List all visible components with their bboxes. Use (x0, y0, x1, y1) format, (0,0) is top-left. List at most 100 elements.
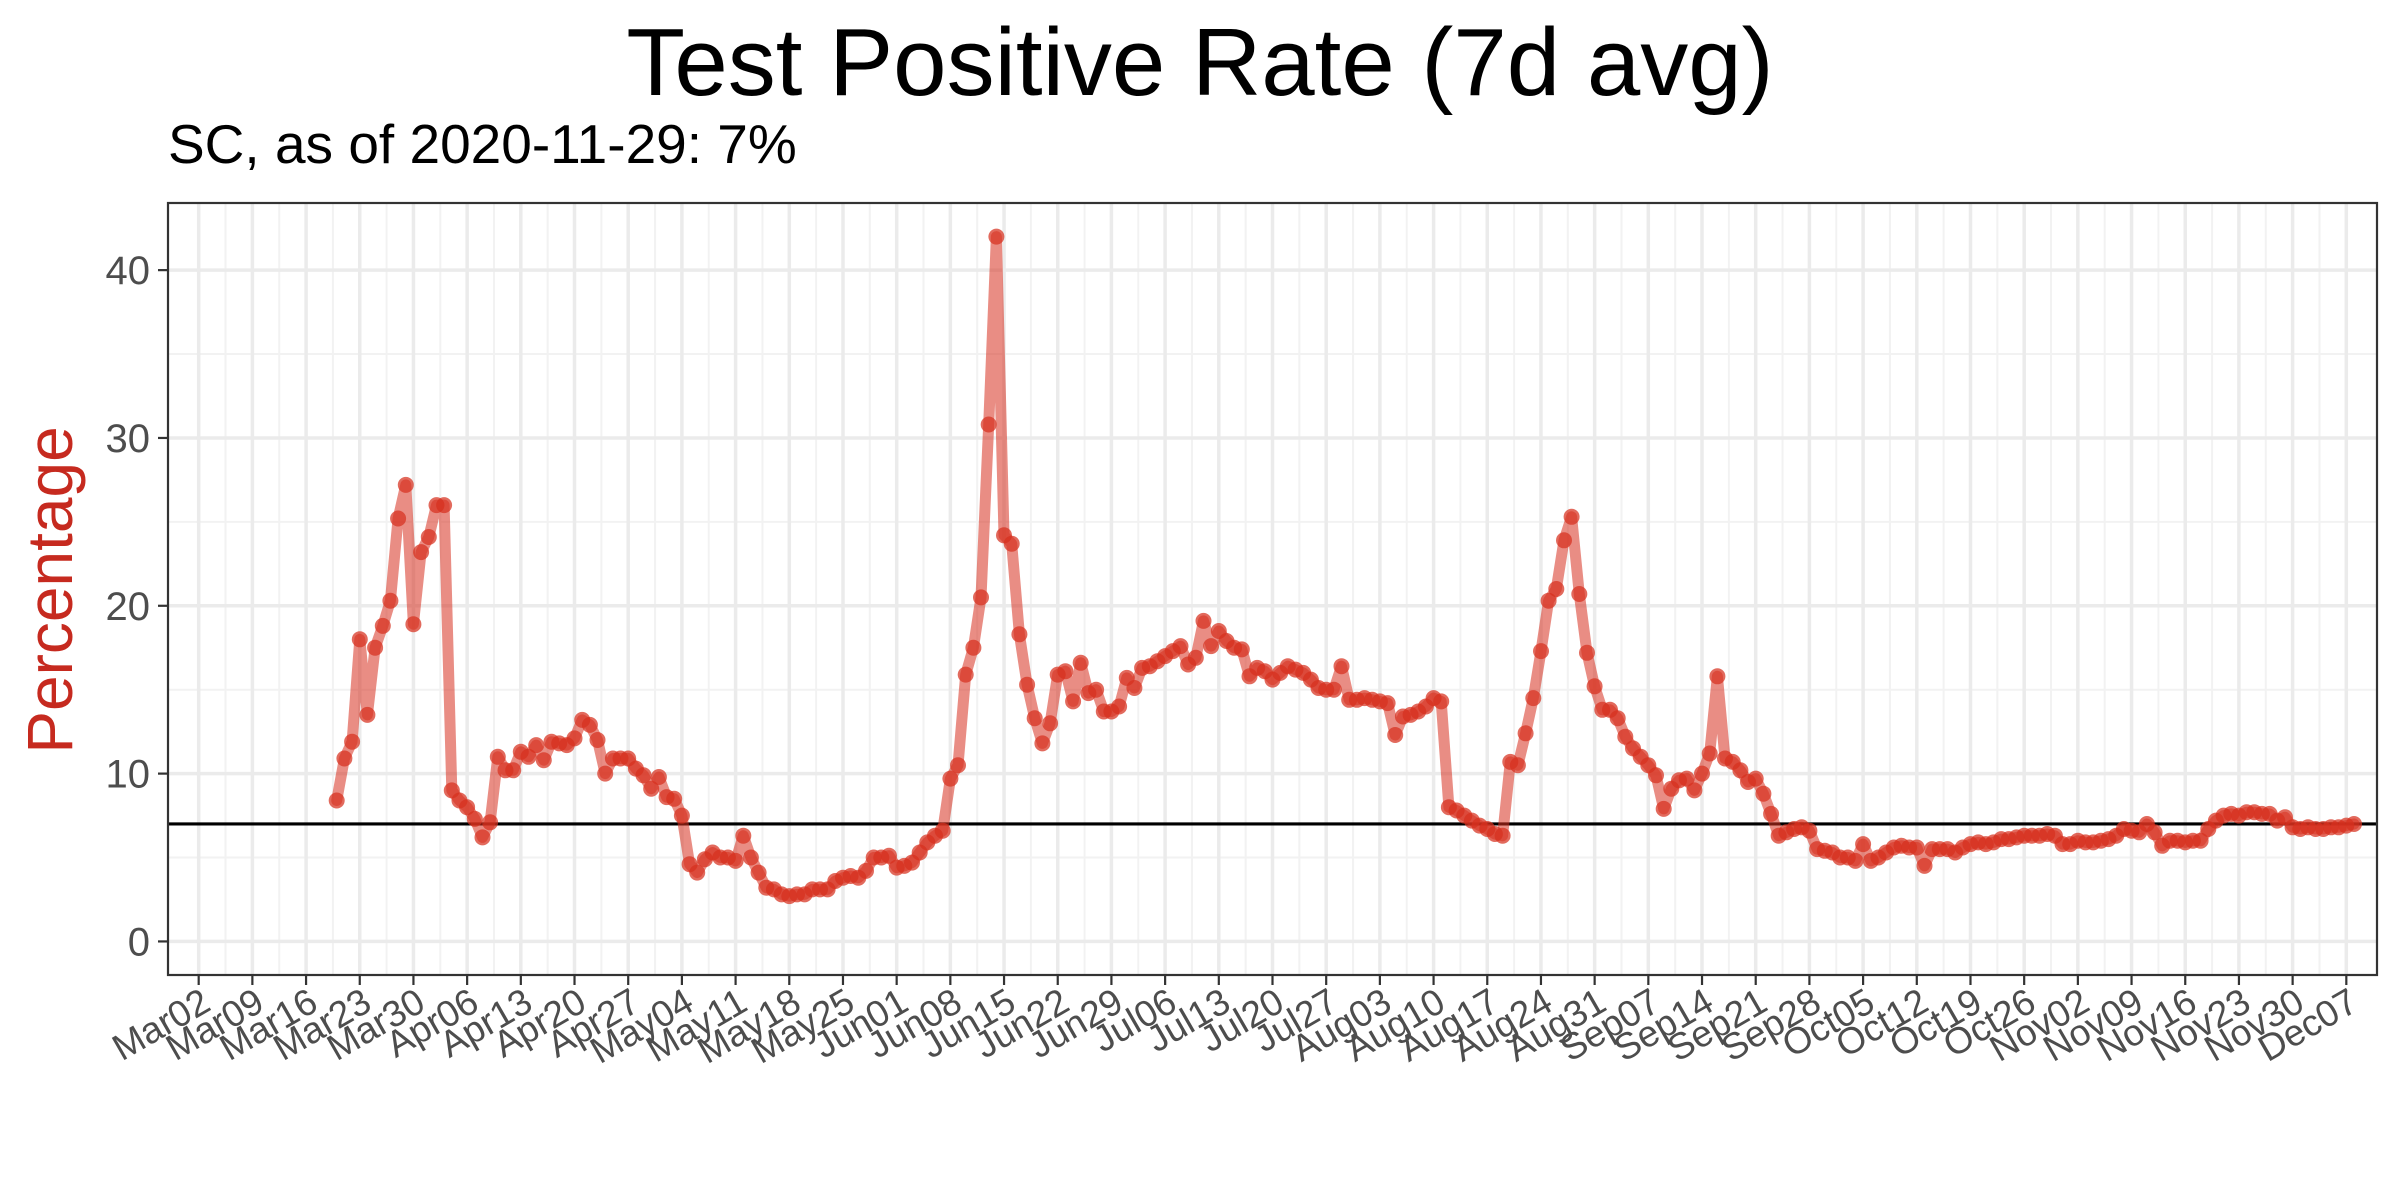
data-point (666, 790, 683, 807)
data-point (1057, 663, 1074, 680)
data-point (382, 592, 399, 609)
data-point (1686, 782, 1703, 799)
data-point (581, 716, 598, 733)
data-point (466, 810, 483, 827)
data-point (374, 617, 391, 634)
data-point (1571, 586, 1588, 602)
data-point (988, 228, 1005, 245)
data-point (1509, 757, 1526, 774)
data-point (750, 864, 767, 881)
data-point (535, 752, 552, 769)
data-point (973, 589, 989, 606)
grid-major (168, 203, 2377, 975)
data-point (727, 852, 744, 869)
data-point (1525, 690, 1542, 707)
data-point (957, 666, 974, 683)
data-point (673, 807, 690, 824)
data-point (1517, 725, 1534, 742)
data-point (1019, 676, 1036, 693)
data-point (1678, 770, 1695, 787)
data-point (351, 631, 368, 648)
y-tick-labels: 0 10 20 30 40 (106, 249, 151, 964)
data-point (950, 757, 966, 774)
y-tick-label: 30 (106, 417, 151, 461)
data-point (489, 748, 506, 765)
data-point (1617, 728, 1634, 745)
data-point (1648, 767, 1664, 784)
data-point (1195, 612, 1212, 629)
data-point (1387, 727, 1404, 743)
data-point (1026, 710, 1043, 727)
data-point (459, 799, 476, 816)
data-point (1088, 681, 1105, 698)
y-tick-label: 20 (106, 585, 151, 629)
data-point (1847, 852, 1864, 869)
x-tick-labels: Mar02Mar09Mar16Mar23Mar30Apr06Apr13Apr20… (105, 980, 2364, 1071)
data-point (336, 750, 353, 767)
data-point (2346, 816, 2362, 832)
chart-subtitle: SC, as of 2020-11-29: 7% (168, 113, 797, 175)
data-point (2146, 824, 2163, 841)
data-point (1533, 643, 1549, 660)
y-tick-label: 40 (106, 249, 151, 293)
data-point (405, 616, 422, 633)
data-point (1065, 693, 1082, 710)
data-point (1172, 638, 1189, 655)
data-point (505, 762, 522, 779)
data-point (1433, 693, 1450, 710)
data-point (934, 822, 951, 839)
data-point (520, 748, 537, 765)
data-point (1111, 698, 1128, 715)
data-point (413, 544, 430, 561)
data-point (1755, 785, 1772, 802)
data-point (1609, 710, 1626, 727)
data-point (1548, 581, 1565, 597)
data-point (980, 416, 997, 433)
data-point (436, 497, 453, 514)
y-axis-label: Percentage (14, 426, 86, 753)
data-point (589, 732, 606, 748)
data-point (858, 862, 874, 879)
data-point (328, 792, 345, 809)
data-point (1011, 626, 1028, 643)
data-point (1586, 678, 1603, 695)
data-point (1187, 649, 1204, 666)
data-point (1763, 805, 1780, 822)
data-point (650, 769, 667, 785)
data-point (344, 733, 361, 750)
data-point (965, 639, 982, 656)
data-point (1540, 592, 1557, 609)
data-point (1747, 770, 1764, 787)
data-point (1333, 658, 1350, 675)
data-point (1655, 800, 1672, 817)
data-point (942, 770, 959, 787)
data-point (1563, 508, 1580, 525)
data-point (528, 737, 545, 754)
data-point (1701, 745, 1718, 762)
data-point (742, 849, 759, 866)
data-point (2192, 832, 2209, 849)
y-tick-label: 0 (128, 920, 150, 964)
data-point (735, 827, 752, 844)
data-point (1034, 735, 1051, 752)
data-point (1072, 654, 1089, 671)
data-point (1579, 644, 1595, 661)
data-point (881, 847, 897, 864)
y-tick-label: 10 (106, 753, 151, 797)
data-point (482, 814, 499, 831)
data-point (1916, 857, 1933, 874)
data-point (367, 639, 384, 656)
data-point (1042, 715, 1059, 732)
data-point (1126, 680, 1143, 696)
data-point (1908, 839, 1925, 856)
data-point (397, 476, 414, 493)
series-layer (328, 228, 2362, 905)
axis-ticks (158, 269, 2348, 985)
data-point (1732, 762, 1749, 779)
data-point (1494, 827, 1511, 844)
data-point (359, 706, 376, 723)
data-point (566, 730, 583, 747)
data-point (643, 780, 660, 797)
data-point (1325, 681, 1342, 698)
